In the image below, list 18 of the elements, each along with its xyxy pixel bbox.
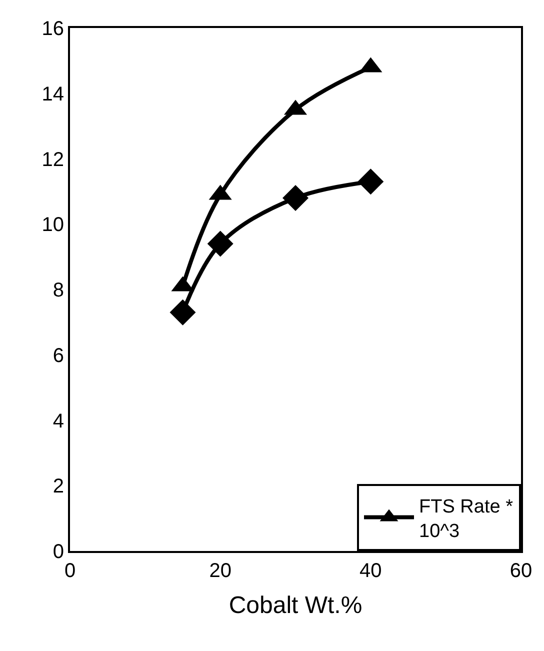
y-tick-label: 12 (42, 148, 64, 171)
legend-label: FTS Rate * 10^3 (419, 496, 514, 542)
point (282, 184, 308, 211)
y-tick-label: 6 (52, 344, 64, 367)
point (207, 230, 234, 257)
y-tick-label: 16 (42, 18, 64, 40)
x-tick-label: 60 (510, 560, 532, 582)
y-tick-label: 4 (52, 410, 64, 432)
y-tick-label: 0 (52, 541, 64, 563)
x-axis-title: Cobalt Wt.% (228, 592, 362, 619)
y-tick-label: 10 (42, 214, 64, 236)
y-tick-label: 2 (52, 476, 64, 498)
y-tick-label: 14 (42, 83, 64, 106)
y-tick-label: 8 (52, 280, 64, 302)
x-tick-label: 40 (360, 560, 382, 582)
point (170, 299, 196, 326)
point (358, 168, 384, 195)
x-tick-label: 20 (209, 560, 232, 582)
